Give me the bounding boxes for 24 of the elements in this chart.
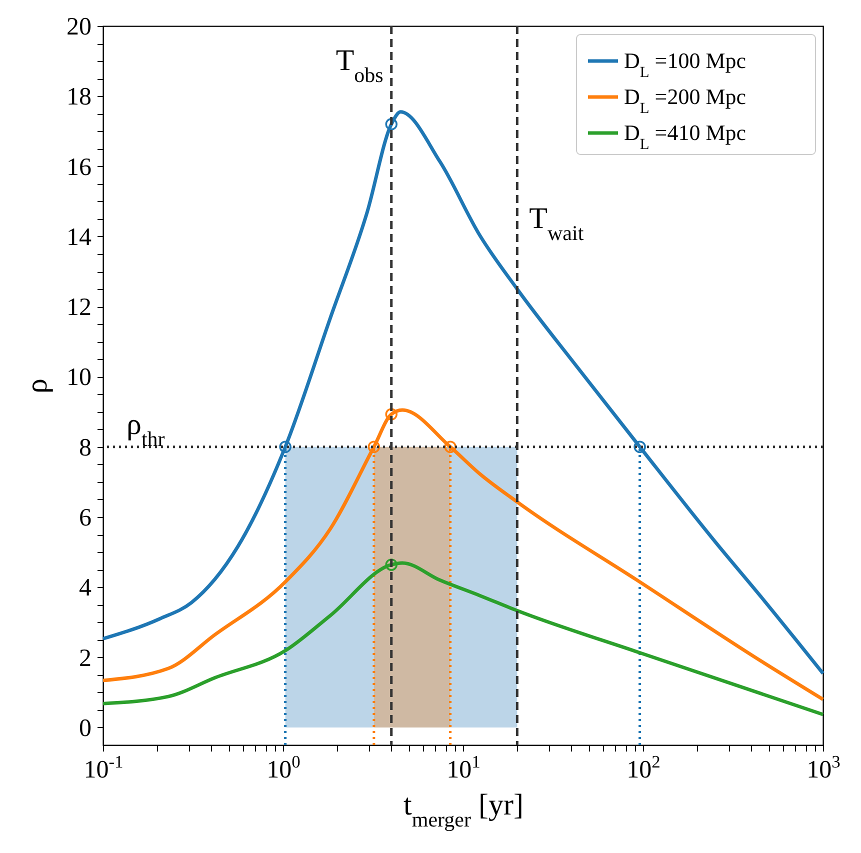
y-tick-label: 16 [66, 154, 92, 181]
y-tick-label: 0 [79, 714, 92, 742]
legend-label: D$_{L}$ =100 Mpc [624, 48, 746, 80]
y-tick-label: 4 [79, 574, 92, 602]
y-tick-label: 8 [79, 434, 92, 462]
y-axis-title: ρ [20, 378, 54, 394]
ref-line-label: ρ$_{thr}$ [126, 408, 165, 451]
x-tick-label: 10$^{2}$ [626, 752, 660, 784]
x-tick-label: 10$^{1}$ [446, 752, 480, 784]
legend-label: D$_{L}$ =410 Mpc [624, 120, 746, 152]
ref-line-label: T$_{obs}$ [336, 44, 384, 88]
legend-label: D$_{L}$ =200 Mpc [624, 84, 746, 116]
y-tick-label: 18 [66, 84, 92, 111]
y-tick-label: 6 [79, 504, 92, 532]
y-tick-label: 2 [79, 644, 92, 672]
y-tick-label: 14 [66, 224, 92, 251]
y-tick-label: 20 [66, 14, 92, 40]
x-axis-title: t$_{merger}$ [yr] [404, 788, 524, 832]
x-tick-label: 10$^{0}$ [266, 752, 301, 784]
y-tick-label: 12 [66, 294, 92, 322]
y-tick-label: 10 [66, 364, 92, 392]
x-tick-label: 10$^{3}$ [806, 752, 841, 784]
ref-line-label: T$_{wait}$ [529, 202, 584, 245]
x-tick-label: 10$^{-1}$ [84, 752, 124, 784]
